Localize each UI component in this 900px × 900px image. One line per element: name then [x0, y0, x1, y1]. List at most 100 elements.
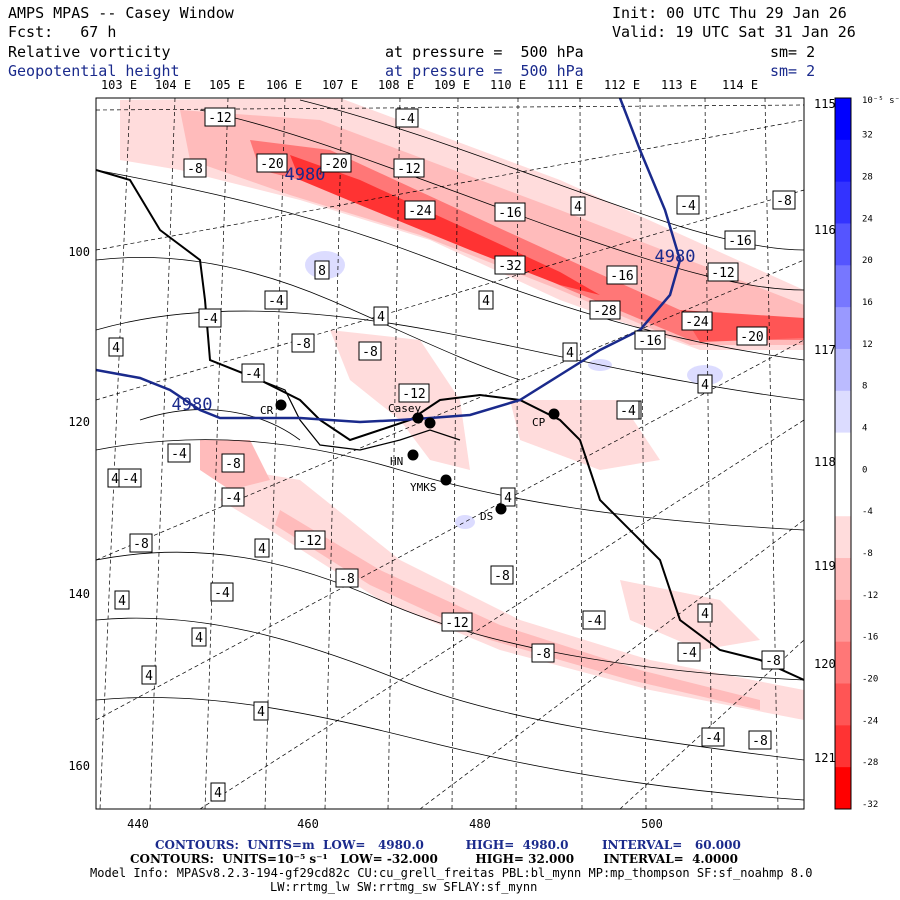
svg-text:-8: -8 [535, 647, 551, 662]
contour-label: -4 [677, 642, 701, 662]
vorticity-patch-southeast [620, 580, 760, 650]
svg-text:-8: -8 [494, 569, 510, 584]
svg-text:YMKS: YMKS [410, 481, 437, 494]
contour-label: -8 [129, 533, 153, 553]
colorbar-segment [835, 516, 851, 559]
top-lon-label: 113 E [661, 78, 697, 92]
vorticity-band-north-core [250, 140, 804, 340]
left-axis-label: 140 [68, 587, 90, 601]
svg-text:8: 8 [318, 264, 326, 279]
height-contour-4980 [96, 98, 682, 424]
coastline [96, 169, 804, 681]
forecast-hour: Fcst: 67 h [8, 23, 117, 41]
contour-label: 4 [500, 487, 516, 507]
contour-label: -4 [198, 308, 222, 328]
contour-label: -4 [701, 727, 725, 747]
colorbar-segment [835, 683, 851, 726]
svg-text:4: 4 [574, 200, 582, 215]
contour-label: -8 [748, 730, 772, 750]
svg-text:Casey: Casey [388, 402, 421, 415]
svg-text:4: 4 [482, 294, 490, 309]
svg-text:4: 4 [195, 631, 203, 646]
contour-label: 4 [697, 374, 713, 394]
left-axis-label: 120 [68, 415, 90, 429]
contour-label: 4 [570, 196, 586, 216]
contour-label: -24 [404, 200, 436, 220]
contour-label: -12 [294, 530, 326, 550]
bottom-axis-label: 480 [469, 817, 491, 831]
svg-text:CR: CR [260, 404, 274, 417]
bottom-axis-labels: 440 460 480 500 [127, 817, 663, 831]
contour-label: -28 [589, 300, 621, 320]
init-time: Init: 00 UTC Thu 29 Jan 26 [612, 4, 847, 22]
station-cp: CP [532, 408, 560, 429]
contour-label: 4 [373, 306, 389, 326]
station-ymks: YMKS [410, 474, 452, 494]
svg-text:DS: DS [480, 510, 493, 523]
svg-text:-4: -4 [620, 404, 636, 419]
colorbar-tick: 28 [862, 173, 873, 183]
colorbar-tick: -28 [862, 758, 878, 768]
svg-text:-20: -20 [260, 157, 283, 172]
height-contour-info: CONTOURS: UNITS=m LOW= 4980.0 HIGH= 4980… [155, 838, 741, 852]
svg-text:4: 4 [145, 669, 153, 684]
svg-text:-12: -12 [397, 162, 420, 177]
svg-text:-16: -16 [610, 269, 633, 284]
contour-label: -8 [335, 568, 359, 588]
svg-text:-8: -8 [776, 194, 792, 209]
colorbar-segment [835, 390, 851, 434]
contour-label: -8 [490, 565, 514, 585]
svg-text:-4: -4 [225, 491, 241, 506]
svg-text:4: 4 [504, 491, 512, 506]
top-lon-label: 114 E [722, 78, 758, 92]
svg-text:-32: -32 [498, 259, 521, 274]
svg-text:-4: -4 [399, 112, 415, 127]
top-lon-label: 110 E [490, 78, 526, 92]
top-lon-label: 111 E [547, 78, 583, 92]
svg-text:-4: -4 [681, 646, 697, 661]
colorbar-tick: 20 [862, 256, 873, 266]
contour-label: 4 [253, 701, 269, 721]
vorticity-contour-info: CONTOURS: UNITS=10⁻⁵ s⁻¹ LOW= -32.000 HI… [130, 852, 738, 866]
bottom-axis-label: 440 [127, 817, 149, 831]
svg-text:-16: -16 [498, 206, 521, 221]
field2-name: Geopotential height [8, 62, 180, 80]
colorbar-segment [835, 599, 851, 643]
svg-text:4: 4 [377, 310, 385, 325]
svg-text:-8: -8 [133, 537, 149, 552]
colorbar-tick: -24 [862, 716, 878, 726]
left-axis-label: 100 [68, 245, 90, 259]
top-lon-label: 107 E [322, 78, 358, 92]
field1-pressure: at pressure = 500 hPa [385, 43, 584, 61]
top-lon-label: 112 E [604, 78, 640, 92]
colorbar-segment [835, 181, 851, 224]
station-casey: Casey [388, 402, 424, 424]
svg-text:-20: -20 [740, 330, 763, 345]
svg-text:-12: -12 [208, 111, 231, 126]
contour-label: 4 [108, 337, 124, 357]
contour-label: -4 [167, 443, 191, 463]
svg-text:-8: -8 [295, 337, 311, 352]
svg-text:-4: -4 [214, 586, 230, 601]
colorbar-tick: -12 [862, 591, 878, 601]
contour-label: -16 [724, 230, 756, 250]
contour-label: -4 [616, 400, 640, 420]
svg-text:-4: -4 [122, 472, 138, 487]
height-label: 4980 [172, 395, 213, 415]
contour-label: -20 [736, 326, 768, 346]
svg-text:CP: CP [532, 416, 546, 429]
map-title: AMPS MPAS -- Casey Window [8, 4, 234, 22]
contour-label: -12 [441, 612, 473, 632]
colorbar-segment [835, 98, 851, 141]
contour-label: -4 [210, 582, 234, 602]
colorbar-tick: -32 [862, 800, 878, 810]
colorbar-tick: 32 [862, 131, 873, 141]
colorbar-tick: 16 [862, 298, 873, 308]
svg-text:4: 4 [258, 542, 266, 557]
field2-smoothing: sm= 2 [770, 62, 816, 80]
svg-text:4: 4 [701, 378, 709, 393]
model-info: Model Info: MPASv8.2.3-194-gf29cd82c CU:… [90, 866, 813, 880]
left-axis-label: 160 [68, 759, 90, 773]
svg-text:-8: -8 [187, 162, 203, 177]
top-longitude-labels: 103 E 104 E 105 E 106 E 107 E 108 E 109 E 110 E… [101, 78, 758, 92]
